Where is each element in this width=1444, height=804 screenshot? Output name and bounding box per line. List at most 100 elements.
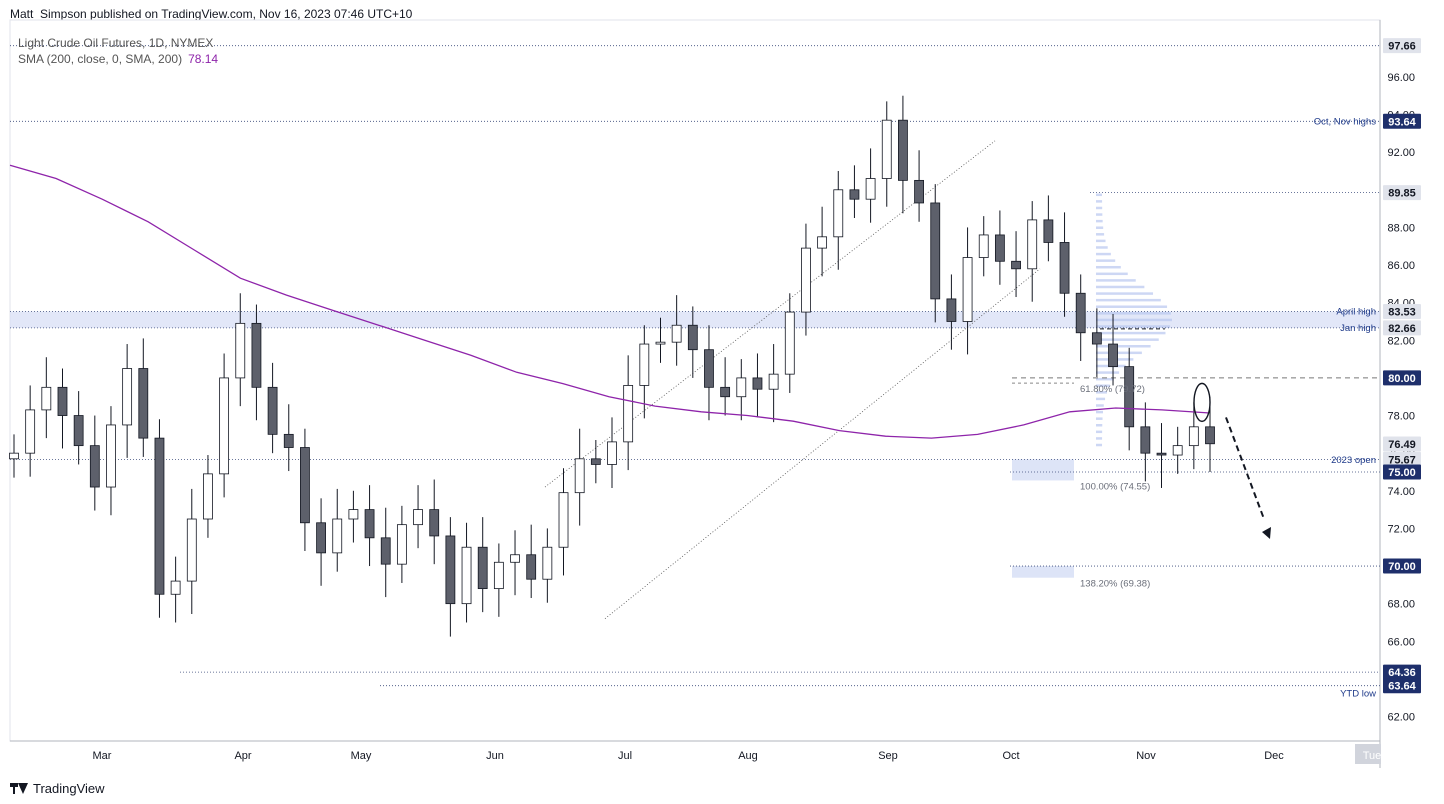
price-label-box xyxy=(1383,451,1421,467)
volume-profile-bar xyxy=(1096,298,1161,302)
volume-profile-bar xyxy=(1096,206,1103,210)
x-tick-label: May xyxy=(351,750,372,762)
volume-profile-bar xyxy=(1096,233,1105,236)
price-label-text: 75.00 xyxy=(1388,467,1416,479)
y-tick-label: 88.00 xyxy=(1387,222,1415,234)
volume-profile-bar xyxy=(1096,213,1103,216)
volume-profile-bar xyxy=(1096,200,1103,203)
price-label-text: 70.00 xyxy=(1388,561,1416,573)
candle-body xyxy=(978,234,989,258)
y-tick-label: 82.00 xyxy=(1387,335,1415,347)
candle-body xyxy=(930,202,941,300)
candle-body xyxy=(1156,452,1167,456)
y-tick-label: 68.00 xyxy=(1387,599,1415,611)
candle-body xyxy=(1059,242,1070,294)
volume-profile-bar xyxy=(1096,443,1103,447)
candle-body xyxy=(57,386,68,416)
x-tick-label: Aug xyxy=(738,750,758,762)
candle-body xyxy=(639,343,650,386)
candle-body xyxy=(267,386,278,435)
candle-body xyxy=(380,537,391,565)
volume-profile-bar xyxy=(1096,424,1103,427)
volume-profile-bar xyxy=(1096,325,1171,328)
x-tick-label: Jul xyxy=(618,750,632,762)
candle-body xyxy=(898,119,908,181)
price-label-text: 76.49 xyxy=(1388,439,1416,451)
volume-profile-bar xyxy=(1096,397,1106,401)
candle-body xyxy=(671,324,682,343)
volume-profile-bar xyxy=(1096,259,1116,262)
volume-profile-bar xyxy=(1096,265,1121,269)
sma-200-line xyxy=(9,164,1209,439)
price-label-box xyxy=(1383,304,1421,320)
tradingview-logo-icon xyxy=(10,783,28,794)
candle-body xyxy=(300,447,310,524)
tradingview-brand[interactable]: TradingView xyxy=(10,781,105,796)
candle-body xyxy=(510,554,520,563)
volume-profile-bar xyxy=(1096,246,1108,249)
x-tick-label: Nov xyxy=(1136,750,1156,762)
volume-profile-bar xyxy=(1096,318,1172,322)
volume-profile-bar xyxy=(1096,331,1166,335)
volume-profile-bar xyxy=(1096,193,1103,197)
candle-body xyxy=(106,424,116,488)
candle-body xyxy=(1140,426,1151,454)
candle-body xyxy=(1091,332,1102,345)
price-label-box xyxy=(1383,185,1421,201)
candle-body xyxy=(542,546,553,580)
volume-profile-bar xyxy=(1096,312,1171,315)
sma-label: SMA (200, close, 0, SMA, 200) xyxy=(18,52,183,66)
candle-body xyxy=(283,433,294,448)
candle-body xyxy=(655,341,666,345)
candle-body xyxy=(477,546,488,590)
volume-profile-bar xyxy=(1096,272,1128,276)
price-label-text: 89.85 xyxy=(1388,188,1416,200)
candle-body xyxy=(687,324,698,351)
x-tick-label: Oct xyxy=(1002,750,1019,762)
tradingview-brand-label: TradingView xyxy=(33,781,105,796)
price-label-box xyxy=(1383,436,1421,452)
candle-body xyxy=(396,524,407,565)
annotation-label: Oct, Nov highs xyxy=(1314,116,1377,127)
annotation-label: YTD low xyxy=(1340,689,1376,700)
volume-profile-bar xyxy=(1096,417,1103,420)
price-label-box xyxy=(1383,370,1421,386)
candle-body xyxy=(138,368,149,439)
x-tick-label: Dec xyxy=(1264,750,1284,762)
candle-body xyxy=(89,445,100,488)
x-tick-label: Sep xyxy=(878,750,898,762)
candle-body xyxy=(558,492,569,548)
candle-body xyxy=(1205,426,1215,445)
price-label-text: 63.64 xyxy=(1388,681,1416,693)
y-tick-label: 92.00 xyxy=(1387,147,1415,159)
volume-profile-bar xyxy=(1096,226,1104,229)
price-label-text: 93.64 xyxy=(1388,116,1416,128)
price-label-text: 83.53 xyxy=(1388,307,1416,319)
volume-profile-bar xyxy=(1096,305,1168,308)
candle-body xyxy=(332,518,343,554)
annotation-label: Jan high xyxy=(1340,323,1376,334)
price-label-box xyxy=(1383,558,1421,574)
candle-body xyxy=(251,322,262,388)
candle-body xyxy=(1011,260,1021,270)
candle-body xyxy=(736,377,747,398)
candle-body xyxy=(25,409,36,454)
volume-profile-bar xyxy=(1096,292,1154,295)
candle-body xyxy=(720,386,731,398)
price-label-text: 82.66 xyxy=(1388,323,1416,335)
highlight-ellipse xyxy=(1193,382,1211,423)
fib-138-box xyxy=(1012,566,1074,578)
price-label-box xyxy=(1383,320,1421,336)
candle-body xyxy=(574,458,585,494)
candle-body xyxy=(1188,426,1199,447)
volume-profile-bar xyxy=(1096,410,1103,414)
x-tick-label: Tue xyxy=(1363,750,1382,762)
volume-profile-bar xyxy=(1096,239,1106,243)
price-label-text: 97.66 xyxy=(1388,41,1416,53)
candle-body xyxy=(122,368,133,426)
candle-body xyxy=(833,189,844,238)
projection-arrowhead-icon xyxy=(1262,527,1271,539)
candle-body xyxy=(590,458,601,465)
y-tick-label: 74.00 xyxy=(1387,486,1415,498)
